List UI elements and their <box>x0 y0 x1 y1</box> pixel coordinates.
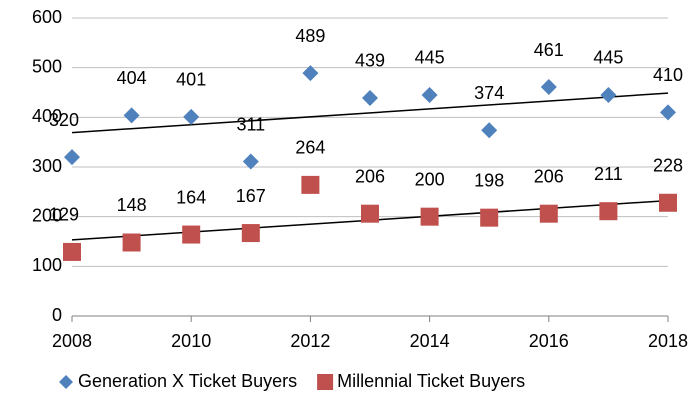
x-tick-label: 2010 <box>171 331 211 351</box>
data-label: 445 <box>415 48 445 68</box>
marker <box>242 153 259 170</box>
marker <box>301 175 320 194</box>
data-label: 167 <box>236 186 266 206</box>
trendline <box>71 92 669 134</box>
marker <box>420 207 439 226</box>
data-label: 228 <box>653 156 683 176</box>
data-label: 198 <box>474 170 504 190</box>
data-label: 200 <box>415 169 445 189</box>
data-label: 439 <box>355 51 385 71</box>
data-label: 410 <box>653 65 683 85</box>
data-label: 206 <box>355 166 385 186</box>
y-tick-label: 0 <box>52 305 62 325</box>
data-label: 374 <box>474 83 504 103</box>
data-label: 148 <box>117 195 147 215</box>
data-label: 206 <box>534 166 564 186</box>
marker <box>64 149 80 166</box>
marker <box>600 86 617 103</box>
y-tick-label: 100 <box>32 255 62 275</box>
data-label: 401 <box>176 70 206 90</box>
x-tick-label: 2012 <box>290 331 330 351</box>
data-label: 211 <box>594 164 623 184</box>
marker <box>63 242 81 261</box>
data-label: 404 <box>117 68 147 88</box>
y-tick-label: 200 <box>32 205 62 225</box>
data-label: 489 <box>295 26 325 46</box>
legend-label: Millennial Ticket Buyers <box>337 371 525 391</box>
legend-marker <box>59 375 73 389</box>
legend-label: Generation X Ticket Buyers <box>78 371 297 391</box>
data-label: 311 <box>236 114 265 134</box>
marker <box>539 204 558 223</box>
marker <box>660 104 676 121</box>
marker <box>241 224 260 243</box>
marker <box>659 193 677 212</box>
marker <box>540 79 557 96</box>
y-tick-label: 400 <box>32 106 62 126</box>
marker <box>361 204 379 223</box>
legend-marker <box>317 374 334 390</box>
y-tick-label: 500 <box>32 56 62 76</box>
marker <box>362 89 378 106</box>
marker <box>481 122 498 139</box>
x-tick-label: 2008 <box>52 331 92 351</box>
marker <box>599 202 618 221</box>
marker <box>122 233 141 252</box>
marker <box>123 107 140 124</box>
data-label: 461 <box>534 40 564 60</box>
data-label: 264 <box>295 138 325 158</box>
y-tick-label: 300 <box>32 156 62 176</box>
marker <box>302 65 319 82</box>
data-label: 320 <box>49 110 79 130</box>
x-tick-label: 2018 <box>648 331 688 351</box>
data-label: 445 <box>593 48 623 68</box>
data-label: 164 <box>176 187 206 207</box>
marker <box>421 86 438 103</box>
marker <box>480 208 499 227</box>
marker <box>182 225 201 244</box>
y-tick-label: 600 <box>32 7 62 27</box>
x-tick-label: 2016 <box>529 331 569 351</box>
marker <box>183 108 200 125</box>
data-label: 129 <box>49 205 79 225</box>
x-tick-label: 2014 <box>410 331 450 351</box>
